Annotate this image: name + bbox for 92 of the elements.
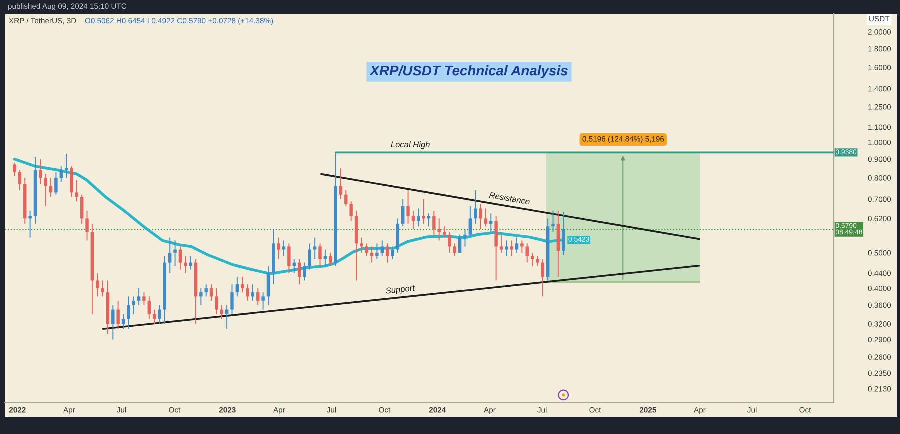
candlestick xyxy=(313,237,317,260)
candlestick xyxy=(308,243,312,270)
candlestick xyxy=(464,228,467,248)
candlestick xyxy=(18,170,22,191)
candlestick xyxy=(80,194,84,224)
candlestick xyxy=(189,256,192,270)
candlestick xyxy=(417,208,420,228)
candlestick xyxy=(552,210,555,233)
candlestick xyxy=(277,237,280,260)
candlestick xyxy=(458,234,462,254)
candlestick xyxy=(376,243,379,260)
candlestick xyxy=(158,304,162,325)
candlestick xyxy=(282,240,286,257)
candlestick xyxy=(500,234,504,254)
candlestick xyxy=(438,218,441,242)
candlestick xyxy=(112,304,115,340)
candlestick xyxy=(256,288,260,306)
candlestick xyxy=(75,180,79,202)
candlestick xyxy=(137,288,141,306)
candlestick xyxy=(13,162,16,177)
candlestick xyxy=(116,300,120,330)
candlestick xyxy=(536,256,540,267)
candlestick xyxy=(453,243,456,257)
candlestick xyxy=(432,210,436,236)
candlestick xyxy=(350,201,353,222)
candlestick xyxy=(246,284,250,302)
candlestick xyxy=(86,210,89,242)
text: XRP/USDT Technical Analysis xyxy=(370,65,568,78)
candlestick xyxy=(474,190,478,224)
candlestick xyxy=(178,246,182,270)
candlestick xyxy=(505,240,508,257)
candlestick xyxy=(39,158,42,185)
candlestick xyxy=(251,284,255,302)
candlestick xyxy=(200,288,203,306)
candlestick xyxy=(288,243,291,274)
candlestick xyxy=(44,174,48,207)
annotation: Local High xyxy=(391,141,430,150)
candlestick xyxy=(406,190,410,224)
candlestick xyxy=(54,172,58,196)
candlestick xyxy=(225,304,229,330)
candlestick xyxy=(412,210,416,230)
candlestick xyxy=(329,252,332,267)
candlestick xyxy=(215,288,218,315)
candlestick xyxy=(174,240,177,267)
candlestick xyxy=(262,292,265,310)
annotation: Resistance xyxy=(489,192,530,205)
candlestick xyxy=(28,210,32,238)
candlestick xyxy=(484,208,488,228)
candlestick xyxy=(210,284,214,302)
candlestick xyxy=(386,243,390,264)
candlestick xyxy=(303,262,306,282)
candlestick xyxy=(168,237,172,274)
candlestick xyxy=(324,249,328,267)
candlestick xyxy=(101,280,104,298)
candlestick xyxy=(148,296,152,320)
candlestick xyxy=(60,166,63,183)
candlestick xyxy=(220,304,224,320)
candlestick xyxy=(479,203,482,230)
candlestick xyxy=(142,292,146,306)
candlestick xyxy=(339,168,343,200)
candlestick xyxy=(391,246,394,260)
candlestick xyxy=(562,212,566,256)
candlestick xyxy=(468,206,472,238)
candlestick xyxy=(442,226,446,238)
candlestick xyxy=(380,240,384,257)
candlestick xyxy=(344,190,348,207)
candlestick xyxy=(422,198,426,224)
candlestick xyxy=(127,296,130,330)
candlestick xyxy=(204,284,208,298)
candlestick xyxy=(402,198,405,228)
candlestick xyxy=(541,258,545,298)
annotation: Support xyxy=(386,284,416,296)
candlestick xyxy=(96,272,100,298)
candlestick xyxy=(427,213,431,228)
candlestick xyxy=(520,240,524,254)
candlestick xyxy=(49,178,53,198)
candlestick xyxy=(360,237,364,254)
candlestick xyxy=(64,154,68,179)
candlestick xyxy=(240,276,244,294)
candlestick xyxy=(526,243,529,264)
candlestick xyxy=(530,252,534,267)
candlestick xyxy=(230,284,234,315)
candlestick xyxy=(448,232,452,254)
candlestick xyxy=(266,266,270,306)
candlestick xyxy=(318,243,322,267)
candlestick xyxy=(122,314,126,330)
candlestick xyxy=(510,240,514,257)
candlestick xyxy=(298,258,302,286)
candlestick xyxy=(365,243,368,257)
candlestick xyxy=(236,276,240,298)
candlestick xyxy=(515,237,519,254)
candlestick xyxy=(132,296,136,315)
